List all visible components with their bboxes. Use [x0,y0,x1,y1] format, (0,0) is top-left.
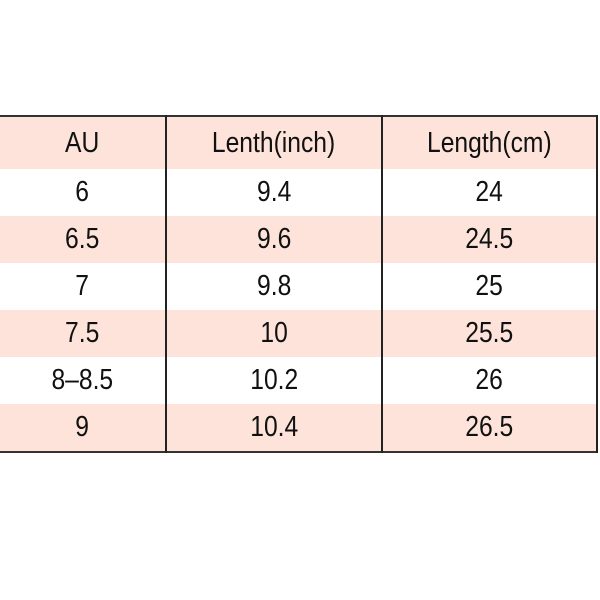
cell-text: 9.6 [256,223,291,255]
cell-text: 10 [260,317,288,349]
cell-text: 24 [475,176,503,208]
cell-text: 7.5 [65,317,100,349]
cell: 10.2 [165,357,383,404]
cell-text: 9 [75,411,90,443]
cell-text: 26.5 [465,411,514,443]
cell: 9.6 [165,216,383,263]
row: 7.5 10 25.5 [0,310,599,357]
cell-text: 25.5 [465,317,514,349]
cell-text: 6 [75,176,90,208]
cell: 26 [380,357,599,404]
cell: 6 [0,169,168,216]
row: 6.5 9.6 24.5 [0,216,599,263]
cell: 6.5 [0,216,168,263]
cell-text: 10.4 [249,411,298,443]
cell-text: Length(cm) [426,126,552,159]
cell-text: 6.5 [65,223,100,255]
cell: 24.5 [380,216,599,263]
cell-text: 9.4 [256,176,291,208]
cell-text: 10.2 [249,364,298,396]
row: 6 9.4 24 [0,169,599,216]
cell: 9.4 [165,169,383,216]
cell: 9 [0,404,168,452]
cell: 7 [0,263,168,310]
cell: 24 [380,169,599,216]
row: 7 9.8 25 [0,263,599,310]
row: 8–8.5 10.2 26 [0,357,599,404]
cell: 26.5 [380,404,599,452]
cell-text: 24.5 [465,223,514,255]
size-table: AU Lenth(inch) Length(cm) 6 9.4 24 6.5 9.6 24.5 7… [0,115,599,453]
cell-text: 8–8.5 [51,364,114,396]
cell-text: 7 [75,270,90,302]
cell: Length(cm) [380,116,599,169]
cell: AU [0,116,168,169]
row: 9 10.4 26.5 [0,404,599,452]
cell-text: AU [65,126,100,159]
cell: 7.5 [0,310,168,357]
cell: 9.8 [165,263,383,310]
header-row: AU Lenth(inch) Length(cm) [0,116,599,169]
cell: Lenth(inch) [165,116,383,169]
cell-text: 26 [475,364,503,396]
cell: 8–8.5 [0,357,168,404]
cell-text: 9.8 [256,270,291,302]
cell: 10.4 [165,404,383,452]
cell-text: Lenth(inch) [212,126,336,159]
cell: 25 [380,263,599,310]
cell: 25.5 [380,310,599,357]
cell-text: 25 [475,270,503,302]
cell: 10 [165,310,383,357]
